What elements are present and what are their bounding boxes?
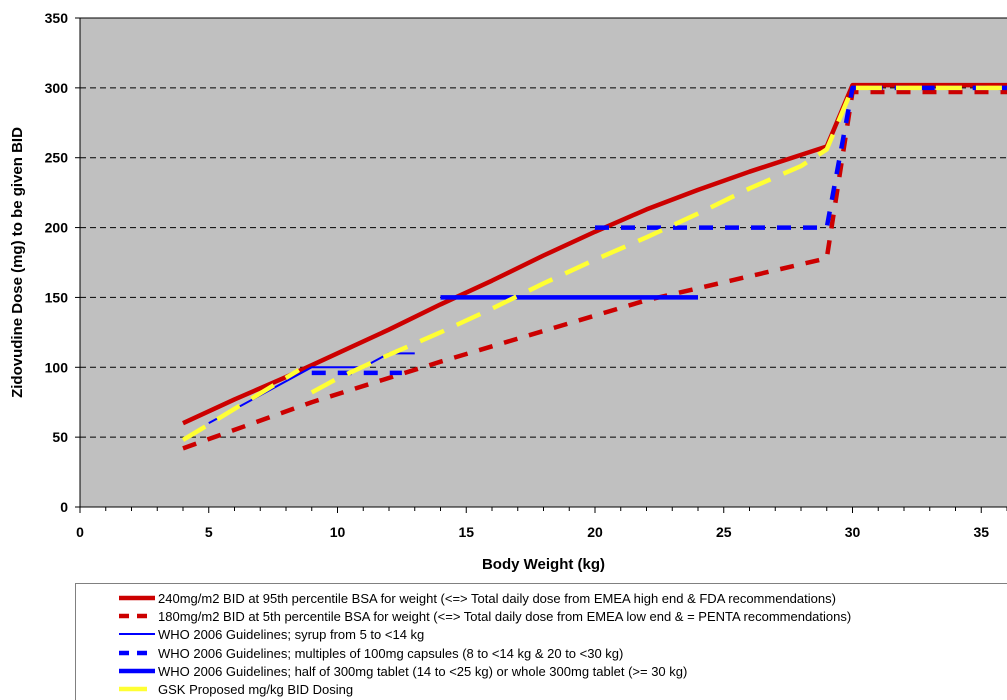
x-tick-label-3: 15 xyxy=(458,524,474,540)
y-tick-label-4: 200 xyxy=(45,220,69,236)
legend-label-2: 180mg/m2 BID at 5th percentile BSA for w… xyxy=(158,609,852,625)
y-tick-label-3: 150 xyxy=(45,289,69,305)
series-6-line-2 xyxy=(310,85,1007,395)
series-4-line-2 xyxy=(595,85,1007,230)
x-tick-label-5: 25 xyxy=(716,524,732,540)
plot-layer xyxy=(79,17,1007,508)
y-tick-label-0: 0 xyxy=(60,499,68,515)
x-tick-label-1: 5 xyxy=(205,524,213,540)
legend-label-6: GSK Proposed mg/kg BID Dosing xyxy=(158,682,354,697)
y-tick-label-5: 250 xyxy=(45,150,69,166)
legend-item-3: WHO 2006 Guidelines; syrup from 5 to <14… xyxy=(76,626,1007,644)
y-axis-title: Zidovudine Dose (mg) to be given BID xyxy=(9,127,26,398)
legend-swatch-4 xyxy=(119,650,155,655)
y-tick-label-1: 50 xyxy=(52,429,68,445)
legend-item-4: WHO 2006 Guidelines; multiples of 100mg … xyxy=(76,645,1007,663)
legend-swatch-2 xyxy=(119,613,155,619)
chart-canvas: 0 50 100 150 200 250 300 350 0 5 10 15 20 25 30 35 Body… xyxy=(9,10,1007,573)
tick-layer: 0 50 100 150 200 250 300 350 0 5 10 15 20 25 30 35 xyxy=(45,10,1007,540)
legend-item-6: GSK Proposed mg/kg BID Dosing xyxy=(76,681,1007,699)
legend-label-3: WHO 2006 Guidelines; syrup from 5 to <14… xyxy=(158,627,425,643)
x-tick-label-6: 30 xyxy=(845,524,861,540)
legend-swatch-6 xyxy=(119,686,155,692)
legend-swatch-1 xyxy=(119,595,155,601)
legend-item-5: WHO 2006 Guidelines; half of 300mg table… xyxy=(76,663,1007,681)
legend-item-1: 240mg/m2 BID at 95th percentile BSA for … xyxy=(76,590,1007,608)
legend-label-5: WHO 2006 Guidelines; half of 300mg table… xyxy=(158,663,688,679)
series-1-line xyxy=(182,82,1007,426)
x-axis-title: Body Weight (kg) xyxy=(482,556,605,573)
chart-legend: 240mg/m2 BID at 95th percentile BSA for … xyxy=(75,583,1007,700)
legend-label-1: 240mg/m2 BID at 95th percentile BSA for … xyxy=(158,591,836,606)
y-tick-label-2: 100 xyxy=(45,359,69,375)
x-tick-label-7: 35 xyxy=(973,524,989,540)
y-tick-label-6: 300 xyxy=(45,80,69,96)
y-tick-label-7: 350 xyxy=(45,10,69,26)
x-tick-label-4: 20 xyxy=(587,524,603,540)
x-tick-label-2: 10 xyxy=(330,524,346,540)
x-tick-label-0: 0 xyxy=(76,524,84,540)
legend-label-4: WHO 2006 Guidelines; multiples of 100mg … xyxy=(158,645,624,661)
legend-swatch-5 xyxy=(119,668,155,674)
legend-swatch-3 xyxy=(119,633,155,636)
legend-item-2: 180mg/m2 BID at 5th percentile BSA for w… xyxy=(76,608,1007,626)
series-6-line-1 xyxy=(181,368,301,442)
